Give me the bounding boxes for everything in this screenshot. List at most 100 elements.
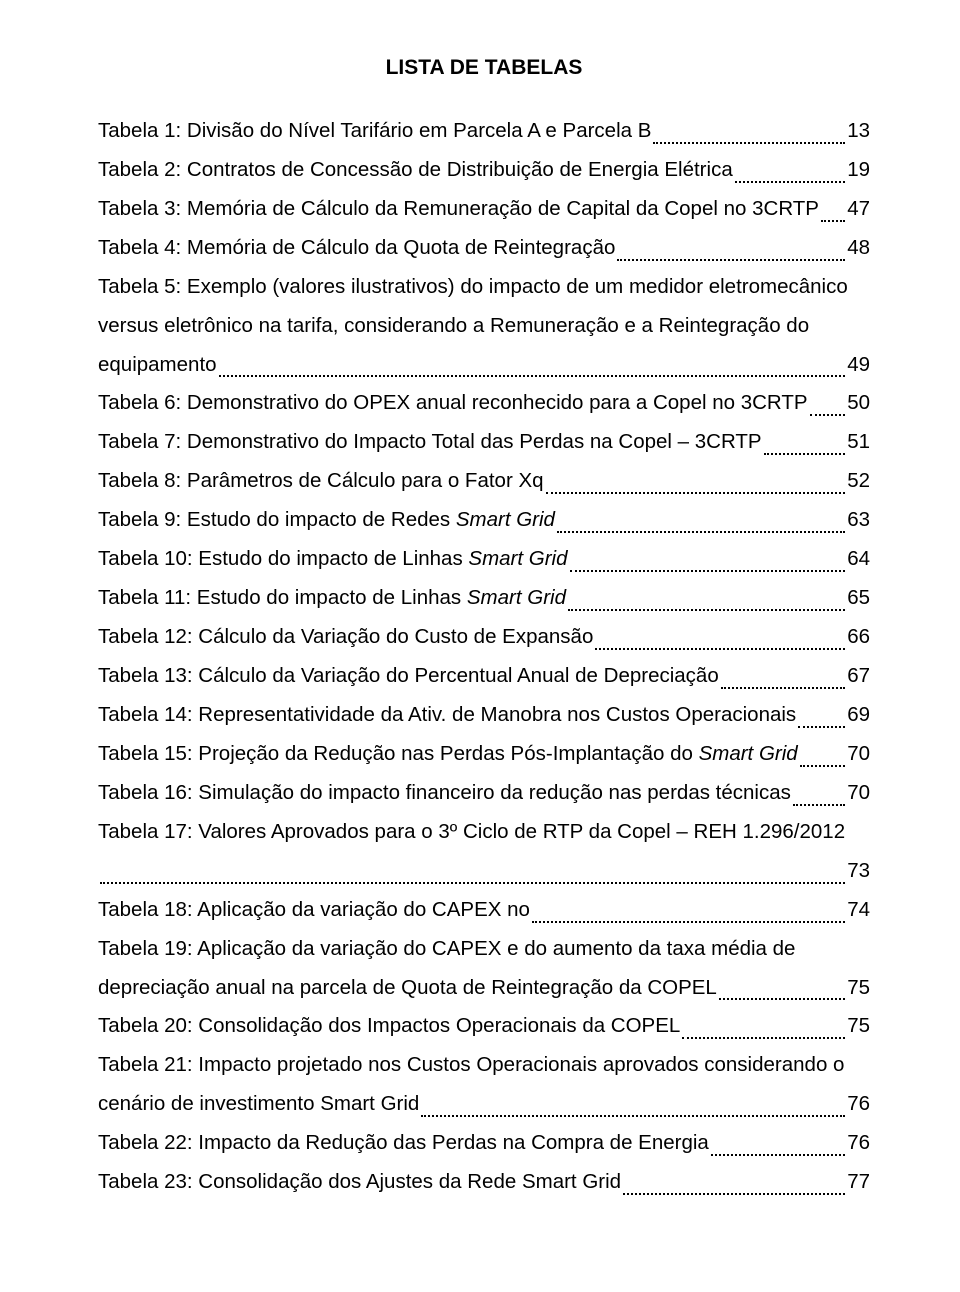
leader-dots [595, 647, 845, 650]
leader-dots [719, 997, 845, 1000]
toc-entry-label: Tabela 2: Contratos de Concessão de Dist… [98, 151, 733, 190]
page-container: LISTA DE TABELAS Tabela 1: Divisão do Ní… [0, 0, 960, 1292]
toc-entry-label: Tabela 12: Cálculo da Variação do Custo … [98, 618, 593, 657]
toc-entry-label: Tabela 8: Parâmetros de Cálculo para o F… [98, 462, 544, 501]
toc-entry-label: Tabela 11: Estudo do impacto de Linhas S… [98, 579, 566, 618]
toc-entry: Tabela 3: Memória de Cálculo da Remunera… [98, 190, 870, 229]
toc-entry-label: Tabela 23: Consolidação dos Ajustes da R… [98, 1163, 621, 1202]
toc-entry-label: Tabela 6: Demonstrativo do OPEX anual re… [98, 384, 808, 423]
toc-entry: 73 [98, 852, 870, 891]
leader-dots [810, 413, 846, 416]
toc-entry-page: 64 [847, 540, 870, 579]
toc-entry-page: 63 [847, 501, 870, 540]
toc-entry-page: 75 [847, 969, 870, 1008]
leader-dots [798, 725, 845, 728]
toc-entry-continuation: Tabela 21: Impacto projetado nos Custos … [98, 1046, 870, 1085]
toc-entry-page: 76 [847, 1085, 870, 1124]
toc-entry: Tabela 6: Demonstrativo do OPEX anual re… [98, 384, 870, 423]
toc-entry-label: depreciação anual na parcela de Quota de… [98, 969, 717, 1008]
toc-entry-label: cenário de investimento Smart Grid [98, 1085, 419, 1124]
toc-entry-label: Tabela 22: Impacto da Redução das Perdas… [98, 1124, 709, 1163]
toc-entry-page: 66 [847, 618, 870, 657]
toc-entry: Tabela 16: Simulação do impacto financei… [98, 774, 870, 813]
toc-entry-label: Tabela 20: Consolidação dos Impactos Ope… [98, 1007, 680, 1046]
italic-text: Smart Grid [468, 547, 567, 570]
toc-entry-page: 70 [847, 735, 870, 774]
toc-entry-continuation: Tabela 5: Exemplo (valores ilustrativos)… [98, 268, 870, 307]
toc-entry: Tabela 10: Estudo do impacto de Linhas S… [98, 540, 870, 579]
toc-entry: Tabela 4: Memória de Cálculo da Quota de… [98, 229, 870, 268]
italic-text: Smart Grid [456, 508, 555, 531]
table-of-contents: Tabela 1: Divisão do Nível Tarifário em … [98, 112, 870, 1202]
toc-entry: Tabela 20: Consolidação dos Impactos Ope… [98, 1007, 870, 1046]
toc-entry-page: 69 [847, 696, 870, 735]
leader-dots [682, 1036, 845, 1039]
toc-entry: Tabela 1: Divisão do Nível Tarifário em … [98, 112, 870, 151]
toc-entry: Tabela 7: Demonstrativo do Impacto Total… [98, 423, 870, 462]
leader-dots [568, 608, 845, 611]
toc-entry: Tabela 18: Aplicação da variação do CAPE… [98, 891, 870, 930]
toc-entry-page: 48 [847, 229, 870, 268]
toc-entry-page: 52 [847, 462, 870, 501]
toc-entry-label: Tabela 10: Estudo do impacto de Linhas S… [98, 540, 568, 579]
toc-entry: Tabela 13: Cálculo da Variação do Percen… [98, 657, 870, 696]
toc-entry-page: 75 [847, 1007, 870, 1046]
toc-entry-label: Tabela 1: Divisão do Nível Tarifário em … [98, 112, 651, 151]
toc-entry: Tabela 22: Impacto da Redução das Perdas… [98, 1124, 870, 1163]
toc-entry-page: 65 [847, 579, 870, 618]
page-title: LISTA DE TABELAS [98, 48, 870, 88]
leader-dots [532, 920, 845, 923]
toc-entry-page: 50 [847, 384, 870, 423]
toc-entry-page: 73 [847, 852, 870, 891]
toc-entry: depreciação anual na parcela de Quota de… [98, 969, 870, 1008]
toc-entry-continuation: versus eletrônico na tarifa, considerand… [98, 307, 870, 346]
leader-dots [100, 881, 845, 884]
toc-entry-label: Tabela 16: Simulação do impacto financei… [98, 774, 791, 813]
toc-entry: equipamento 49 [98, 346, 870, 385]
toc-entry: Tabela 15: Projeção da Redução nas Perda… [98, 735, 870, 774]
toc-entry-continuation: Tabela 19: Aplicação da variação do CAPE… [98, 930, 870, 969]
leader-dots [821, 219, 845, 222]
italic-text: Smart Grid [699, 742, 798, 765]
italic-text: Smart Grid [467, 586, 566, 609]
toc-entry-page: 67 [847, 657, 870, 696]
leader-dots [219, 374, 846, 377]
leader-dots [721, 686, 845, 689]
toc-entry: Tabela 8: Parâmetros de Cálculo para o F… [98, 462, 870, 501]
toc-entry: Tabela 12: Cálculo da Variação do Custo … [98, 618, 870, 657]
leader-dots [570, 569, 846, 572]
toc-entry: Tabela 11: Estudo do impacto de Linhas S… [98, 579, 870, 618]
toc-entry-page: 49 [847, 346, 870, 385]
toc-entry-page: 19 [847, 151, 870, 190]
toc-entry-page: 47 [847, 190, 870, 229]
toc-entry-label: Tabela 18: Aplicação da variação do CAPE… [98, 891, 530, 930]
leader-dots [617, 258, 845, 261]
toc-entry-label: Tabela 7: Demonstrativo do Impacto Total… [98, 423, 762, 462]
leader-dots [557, 530, 845, 533]
toc-entry-page: 13 [847, 112, 870, 151]
leader-dots [711, 1153, 845, 1156]
toc-entry: cenário de investimento Smart Grid 76 [98, 1085, 870, 1124]
leader-dots [421, 1114, 845, 1117]
toc-entry-page: 76 [847, 1124, 870, 1163]
leader-dots [800, 764, 846, 767]
toc-entry-label: Tabela 3: Memória de Cálculo da Remunera… [98, 190, 819, 229]
leader-dots [793, 803, 845, 806]
leader-dots [735, 180, 845, 183]
leader-dots [623, 1192, 845, 1195]
toc-entry: Tabela 23: Consolidação dos Ajustes da R… [98, 1163, 870, 1202]
toc-entry-label: Tabela 15: Projeção da Redução nas Perda… [98, 735, 798, 774]
toc-entry-continuation: Tabela 17: Valores Aprovados para o 3º C… [98, 813, 870, 852]
toc-entry: Tabela 9: Estudo do impacto de Redes Sma… [98, 501, 870, 540]
toc-entry-page: 70 [847, 774, 870, 813]
leader-dots [764, 452, 846, 455]
toc-entry-label: Tabela 13: Cálculo da Variação do Percen… [98, 657, 719, 696]
toc-entry-page: 74 [847, 891, 870, 930]
toc-entry: Tabela 2: Contratos de Concessão de Dist… [98, 151, 870, 190]
toc-entry-label: Tabela 14: Representatividade da Ativ. d… [98, 696, 796, 735]
toc-entry-page: 51 [847, 423, 870, 462]
leader-dots [546, 491, 846, 494]
toc-entry-label: equipamento [98, 346, 217, 385]
toc-entry: Tabela 14: Representatividade da Ativ. d… [98, 696, 870, 735]
toc-entry-label: Tabela 9: Estudo do impacto de Redes Sma… [98, 501, 555, 540]
